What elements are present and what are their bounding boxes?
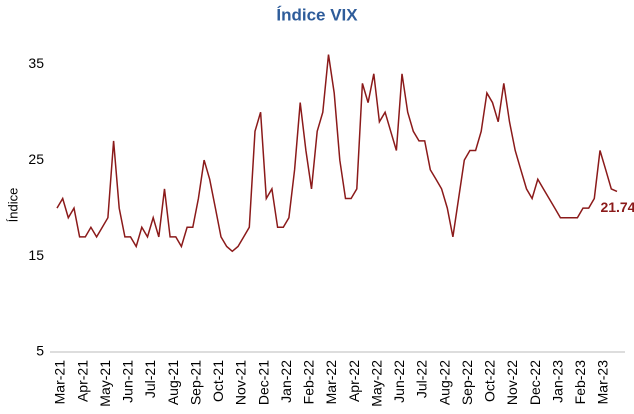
x-tick-label: Jun-21 [120,360,136,403]
y-tick-label: 25 [28,151,44,167]
x-tick-label: Mar-23 [595,360,611,405]
y-axis-label: Índice [5,188,20,223]
x-tick-label: Sep-22 [459,360,475,405]
x-tick-label: Oct-22 [482,360,498,402]
y-tick-label: 35 [28,55,44,71]
y-tick-label: 15 [28,247,44,263]
x-tick-label: Jan-23 [549,360,565,403]
x-tick-label: Mar-22 [323,360,339,405]
x-tick-label: Nov-22 [504,360,520,405]
x-tick-label: Jul-22 [414,360,430,398]
x-tick-label: Oct-21 [210,360,226,402]
line-series [56,54,618,253]
y-tick-label: 5 [36,343,44,359]
x-tick-label: Jun-22 [391,360,407,403]
x-tick-label: Aug-21 [165,360,181,405]
x-tick-label: Dec-22 [527,360,543,405]
x-tick-label: Mar-21 [52,360,68,405]
x-tick-label: Feb-23 [572,360,588,405]
x-tick-label: May-22 [368,360,384,407]
x-tick-label: May-21 [97,360,113,407]
x-tick-label: Jul-21 [142,360,158,398]
x-tick-label: Feb-22 [301,360,317,405]
x-tick-label: Sep-21 [187,360,203,405]
x-tick-label: Apr-22 [346,360,362,402]
x-tick-label: Aug-22 [436,360,452,405]
x-tick-label: Apr-21 [74,360,90,402]
x-tick-label: Dec-21 [255,360,271,405]
end-value-label: 21.74 [600,199,634,215]
x-tick-label: Jan-22 [278,360,294,403]
x-tick-label: Nov-21 [233,360,249,405]
chart-title: Índice VIX [276,5,358,24]
